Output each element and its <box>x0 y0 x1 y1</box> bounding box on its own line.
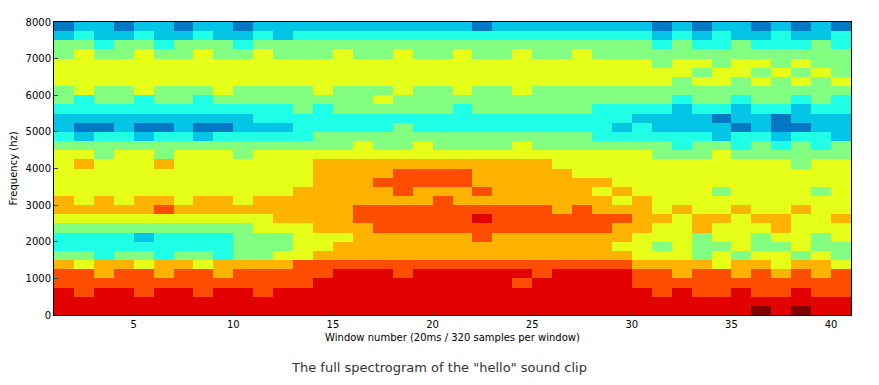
svg-text:Frequency (hz): Frequency (hz) <box>8 131 19 205</box>
html-text:The full spectrogram of the "h: The full spectrogram of the "hello" soun… <box>292 360 587 375</box>
svg-text:3000: 3000 <box>26 200 51 211</box>
svg-text:40: 40 <box>825 319 838 330</box>
svg-text:30: 30 <box>625 319 638 330</box>
svg-text:15: 15 <box>327 319 340 330</box>
svg-text:Window number (20ms / 320 samp: Window number (20ms / 320 samples per wi… <box>325 332 580 343</box>
svg-text:10: 10 <box>227 319 240 330</box>
svg-text:35: 35 <box>725 319 738 330</box>
svg-text:25: 25 <box>526 319 539 330</box>
svg-text:8000: 8000 <box>26 17 51 28</box>
svg-text:0: 0 <box>45 310 51 321</box>
svg-text:4000: 4000 <box>26 163 51 174</box>
svg-text:7000: 7000 <box>26 53 51 64</box>
svg-text:1000: 1000 <box>26 273 51 284</box>
svg-text:5000: 5000 <box>26 126 51 137</box>
svg-text:2000: 2000 <box>26 236 51 247</box>
svg-text:5: 5 <box>131 319 137 330</box>
svg-text:20: 20 <box>426 319 439 330</box>
svg-text:6000: 6000 <box>26 90 51 101</box>
